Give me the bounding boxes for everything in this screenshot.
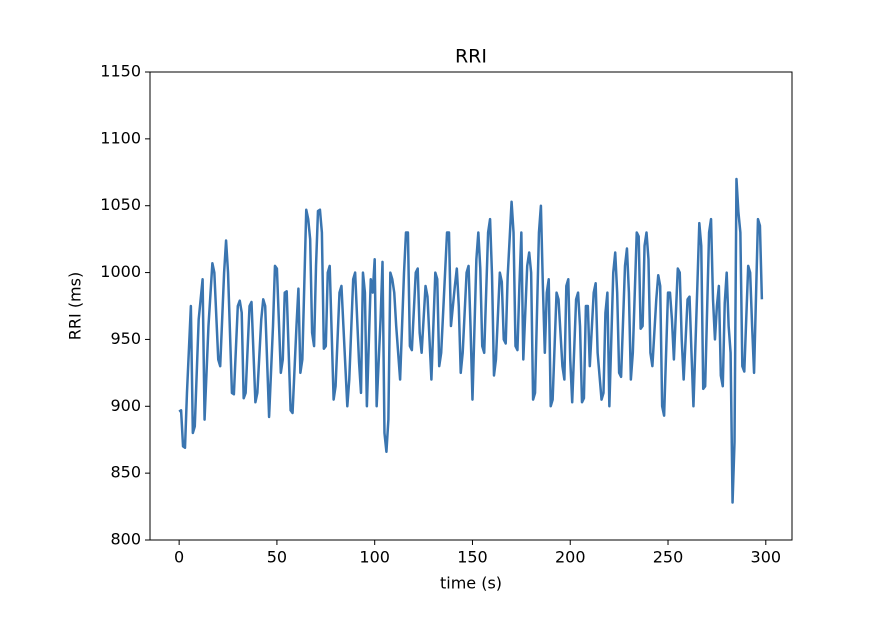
y-tick-label: 950 [110,329,141,348]
x-tick-label: 50 [267,548,287,567]
x-tick-label: 250 [653,548,684,567]
y-axis-label: RRI (ms) [66,272,85,340]
x-tick-label: 100 [359,548,390,567]
y-tick-label: 1150 [100,62,141,81]
x-tick-label: 300 [751,548,782,567]
y-tick-label: 900 [110,396,141,415]
y-tick-label: 1100 [100,128,141,147]
y-tick-label: 1050 [100,195,141,214]
x-axis-label: time (s) [440,574,502,593]
x-tick-label: 0 [174,548,184,567]
x-tick-label: 150 [457,548,488,567]
x-tick-label: 200 [555,548,586,567]
y-tick-label: 1000 [100,262,141,281]
y-tick-label: 850 [110,463,141,482]
chart-title: RRI [455,46,487,68]
data-line [178,177,764,504]
plot-frame [149,71,793,541]
y-tick-label: 800 [110,530,141,549]
